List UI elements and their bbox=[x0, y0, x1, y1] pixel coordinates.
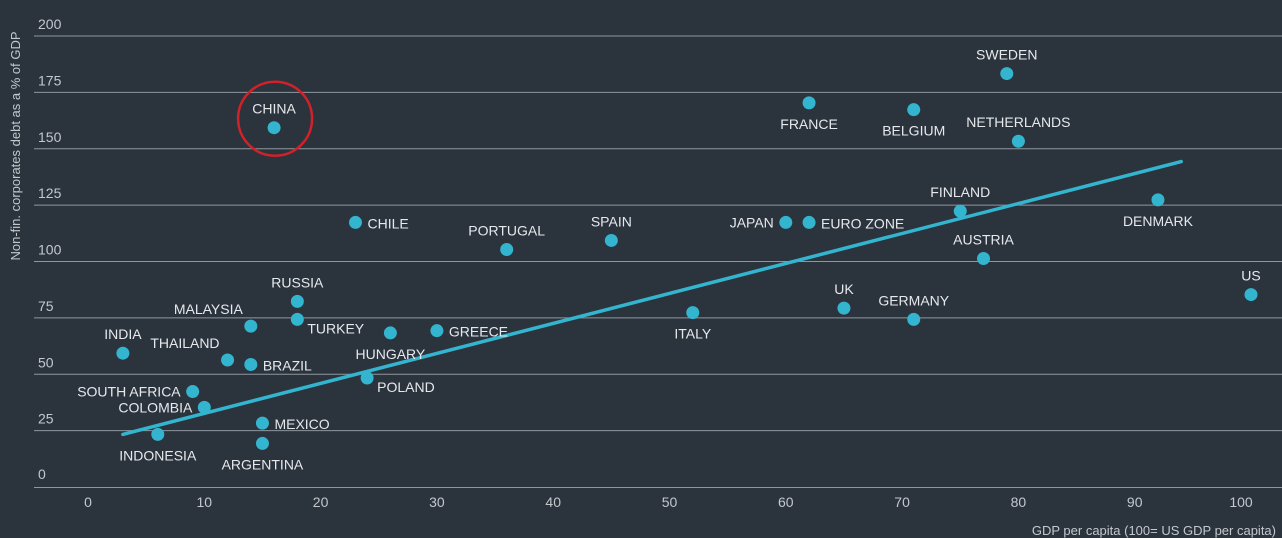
trend-line bbox=[121, 159, 1183, 437]
point-label-euro-zone: EURO ZONE bbox=[821, 215, 904, 231]
point-label-mexico: MEXICO bbox=[274, 416, 329, 432]
data-point-greece bbox=[430, 324, 444, 338]
data-point-china bbox=[267, 121, 281, 135]
point-label-india: INDIA bbox=[104, 326, 142, 342]
x-tick-label-100: 100 bbox=[1229, 494, 1253, 510]
point-label-netherlands: NETHERLANDS bbox=[966, 114, 1070, 130]
data-point-portugal bbox=[500, 242, 514, 256]
point-label-france: FRANCE bbox=[780, 116, 838, 132]
y-tick-label-25: 25 bbox=[38, 411, 54, 427]
x-tick-label-80: 80 bbox=[1011, 494, 1027, 510]
point-label-japan: JAPAN bbox=[730, 214, 774, 230]
data-point-uk bbox=[837, 301, 851, 315]
data-point-south-africa bbox=[186, 385, 200, 399]
y-axis-label: Non-fin. corporates debt as a % of GDP bbox=[8, 31, 23, 260]
point-label-portugal: PORTUGAL bbox=[468, 222, 545, 238]
point-label-spain: SPAIN bbox=[591, 213, 632, 229]
point-label-us: US bbox=[1241, 268, 1260, 284]
gridlines bbox=[34, 35, 1282, 488]
data-point-colombia bbox=[197, 400, 211, 414]
data-point-chile bbox=[348, 215, 362, 229]
point-label-denmark: DENMARK bbox=[1123, 213, 1194, 229]
x-tick-label-20: 20 bbox=[313, 494, 329, 510]
point-label-colombia: COLOMBIA bbox=[118, 399, 193, 415]
data-point-denmark bbox=[1151, 193, 1165, 207]
data-point-malaysia bbox=[244, 319, 258, 333]
point-label-poland: POLAND bbox=[377, 379, 435, 395]
y-tick-label-150: 150 bbox=[38, 129, 62, 145]
data-point-japan bbox=[779, 215, 793, 229]
data-point-sweden bbox=[1000, 67, 1014, 81]
data-point-euro-zone bbox=[802, 215, 816, 229]
data-point-mexico bbox=[255, 416, 269, 430]
data-point-italy bbox=[686, 306, 700, 320]
point-label-indonesia: INDONESIA bbox=[119, 447, 197, 463]
point-label-austria: AUSTRIA bbox=[953, 232, 1014, 248]
x-tick-label-70: 70 bbox=[894, 494, 910, 510]
data-points bbox=[116, 67, 1258, 450]
data-point-hungary bbox=[383, 326, 397, 340]
point-label-belgium: BELGIUM bbox=[882, 123, 945, 139]
x-tick-label-10: 10 bbox=[197, 494, 213, 510]
x-tick-label-40: 40 bbox=[545, 494, 561, 510]
y-tick-label-175: 175 bbox=[38, 72, 62, 88]
point-label-argentina: ARGENTINA bbox=[222, 456, 304, 472]
point-labels: CHINA SWEDEN FRANCE BELGIUM NETHERLANDS CHILE… bbox=[77, 47, 1261, 473]
point-label-finland: FINLAND bbox=[930, 184, 990, 200]
x-axis-label: GDP per capita (100= US GDP per capita) bbox=[1032, 523, 1276, 538]
point-label-uk: UK bbox=[834, 281, 854, 297]
point-label-germany: GERMANY bbox=[878, 292, 949, 308]
data-point-belgium bbox=[907, 103, 921, 117]
data-point-thailand bbox=[221, 353, 235, 367]
point-label-brazil: BRAZIL bbox=[263, 357, 312, 373]
data-point-argentina bbox=[255, 436, 269, 450]
point-label-russia: RUSSIA bbox=[271, 274, 324, 290]
point-label-turkey: TURKEY bbox=[307, 320, 364, 336]
point-label-chile: CHILE bbox=[367, 215, 408, 231]
data-point-brazil bbox=[244, 357, 258, 371]
point-label-thailand: THAILAND bbox=[150, 335, 219, 351]
point-label-hungary: HUNGARY bbox=[355, 346, 425, 362]
data-point-germany bbox=[907, 312, 921, 326]
data-point-spain bbox=[604, 233, 618, 247]
data-point-turkey bbox=[290, 312, 304, 326]
y-tick-label-100: 100 bbox=[38, 242, 62, 258]
y-tick-label-0: 0 bbox=[38, 466, 46, 482]
x-tick-label-30: 30 bbox=[429, 494, 445, 510]
y-axis-ticks: 0 25 50 75 100 125 150 175 200 bbox=[38, 16, 62, 482]
x-axis-ticks: 0 10 20 30 40 50 60 70 80 90 100 bbox=[84, 494, 1253, 510]
y-tick-label-200: 200 bbox=[38, 16, 62, 32]
x-tick-label-0: 0 bbox=[84, 494, 92, 510]
point-label-italy: ITALY bbox=[674, 326, 711, 342]
data-point-france bbox=[802, 96, 816, 110]
x-tick-label-90: 90 bbox=[1127, 494, 1143, 510]
point-label-greece: GREECE bbox=[449, 324, 508, 340]
point-label-south-africa: SOUTH AFRICA bbox=[77, 384, 181, 400]
data-point-us bbox=[1244, 288, 1258, 302]
data-point-indonesia bbox=[151, 427, 165, 441]
y-tick-label-50: 50 bbox=[38, 354, 54, 370]
y-tick-label-75: 75 bbox=[38, 298, 54, 314]
data-point-netherlands bbox=[1011, 134, 1025, 148]
data-point-poland bbox=[360, 371, 374, 385]
point-label-malaysia: MALAYSIA bbox=[174, 301, 244, 317]
data-point-austria bbox=[977, 252, 991, 265]
highlight-ring bbox=[236, 80, 314, 157]
point-label-china: CHINA bbox=[252, 101, 296, 117]
point-label-sweden: SWEDEN bbox=[976, 47, 1037, 63]
data-point-finland bbox=[953, 204, 967, 218]
data-point-russia bbox=[290, 294, 304, 308]
x-tick-label-50: 50 bbox=[662, 494, 678, 510]
y-tick-label-125: 125 bbox=[38, 185, 62, 201]
data-point-india bbox=[116, 346, 130, 360]
x-tick-label-60: 60 bbox=[778, 494, 794, 510]
